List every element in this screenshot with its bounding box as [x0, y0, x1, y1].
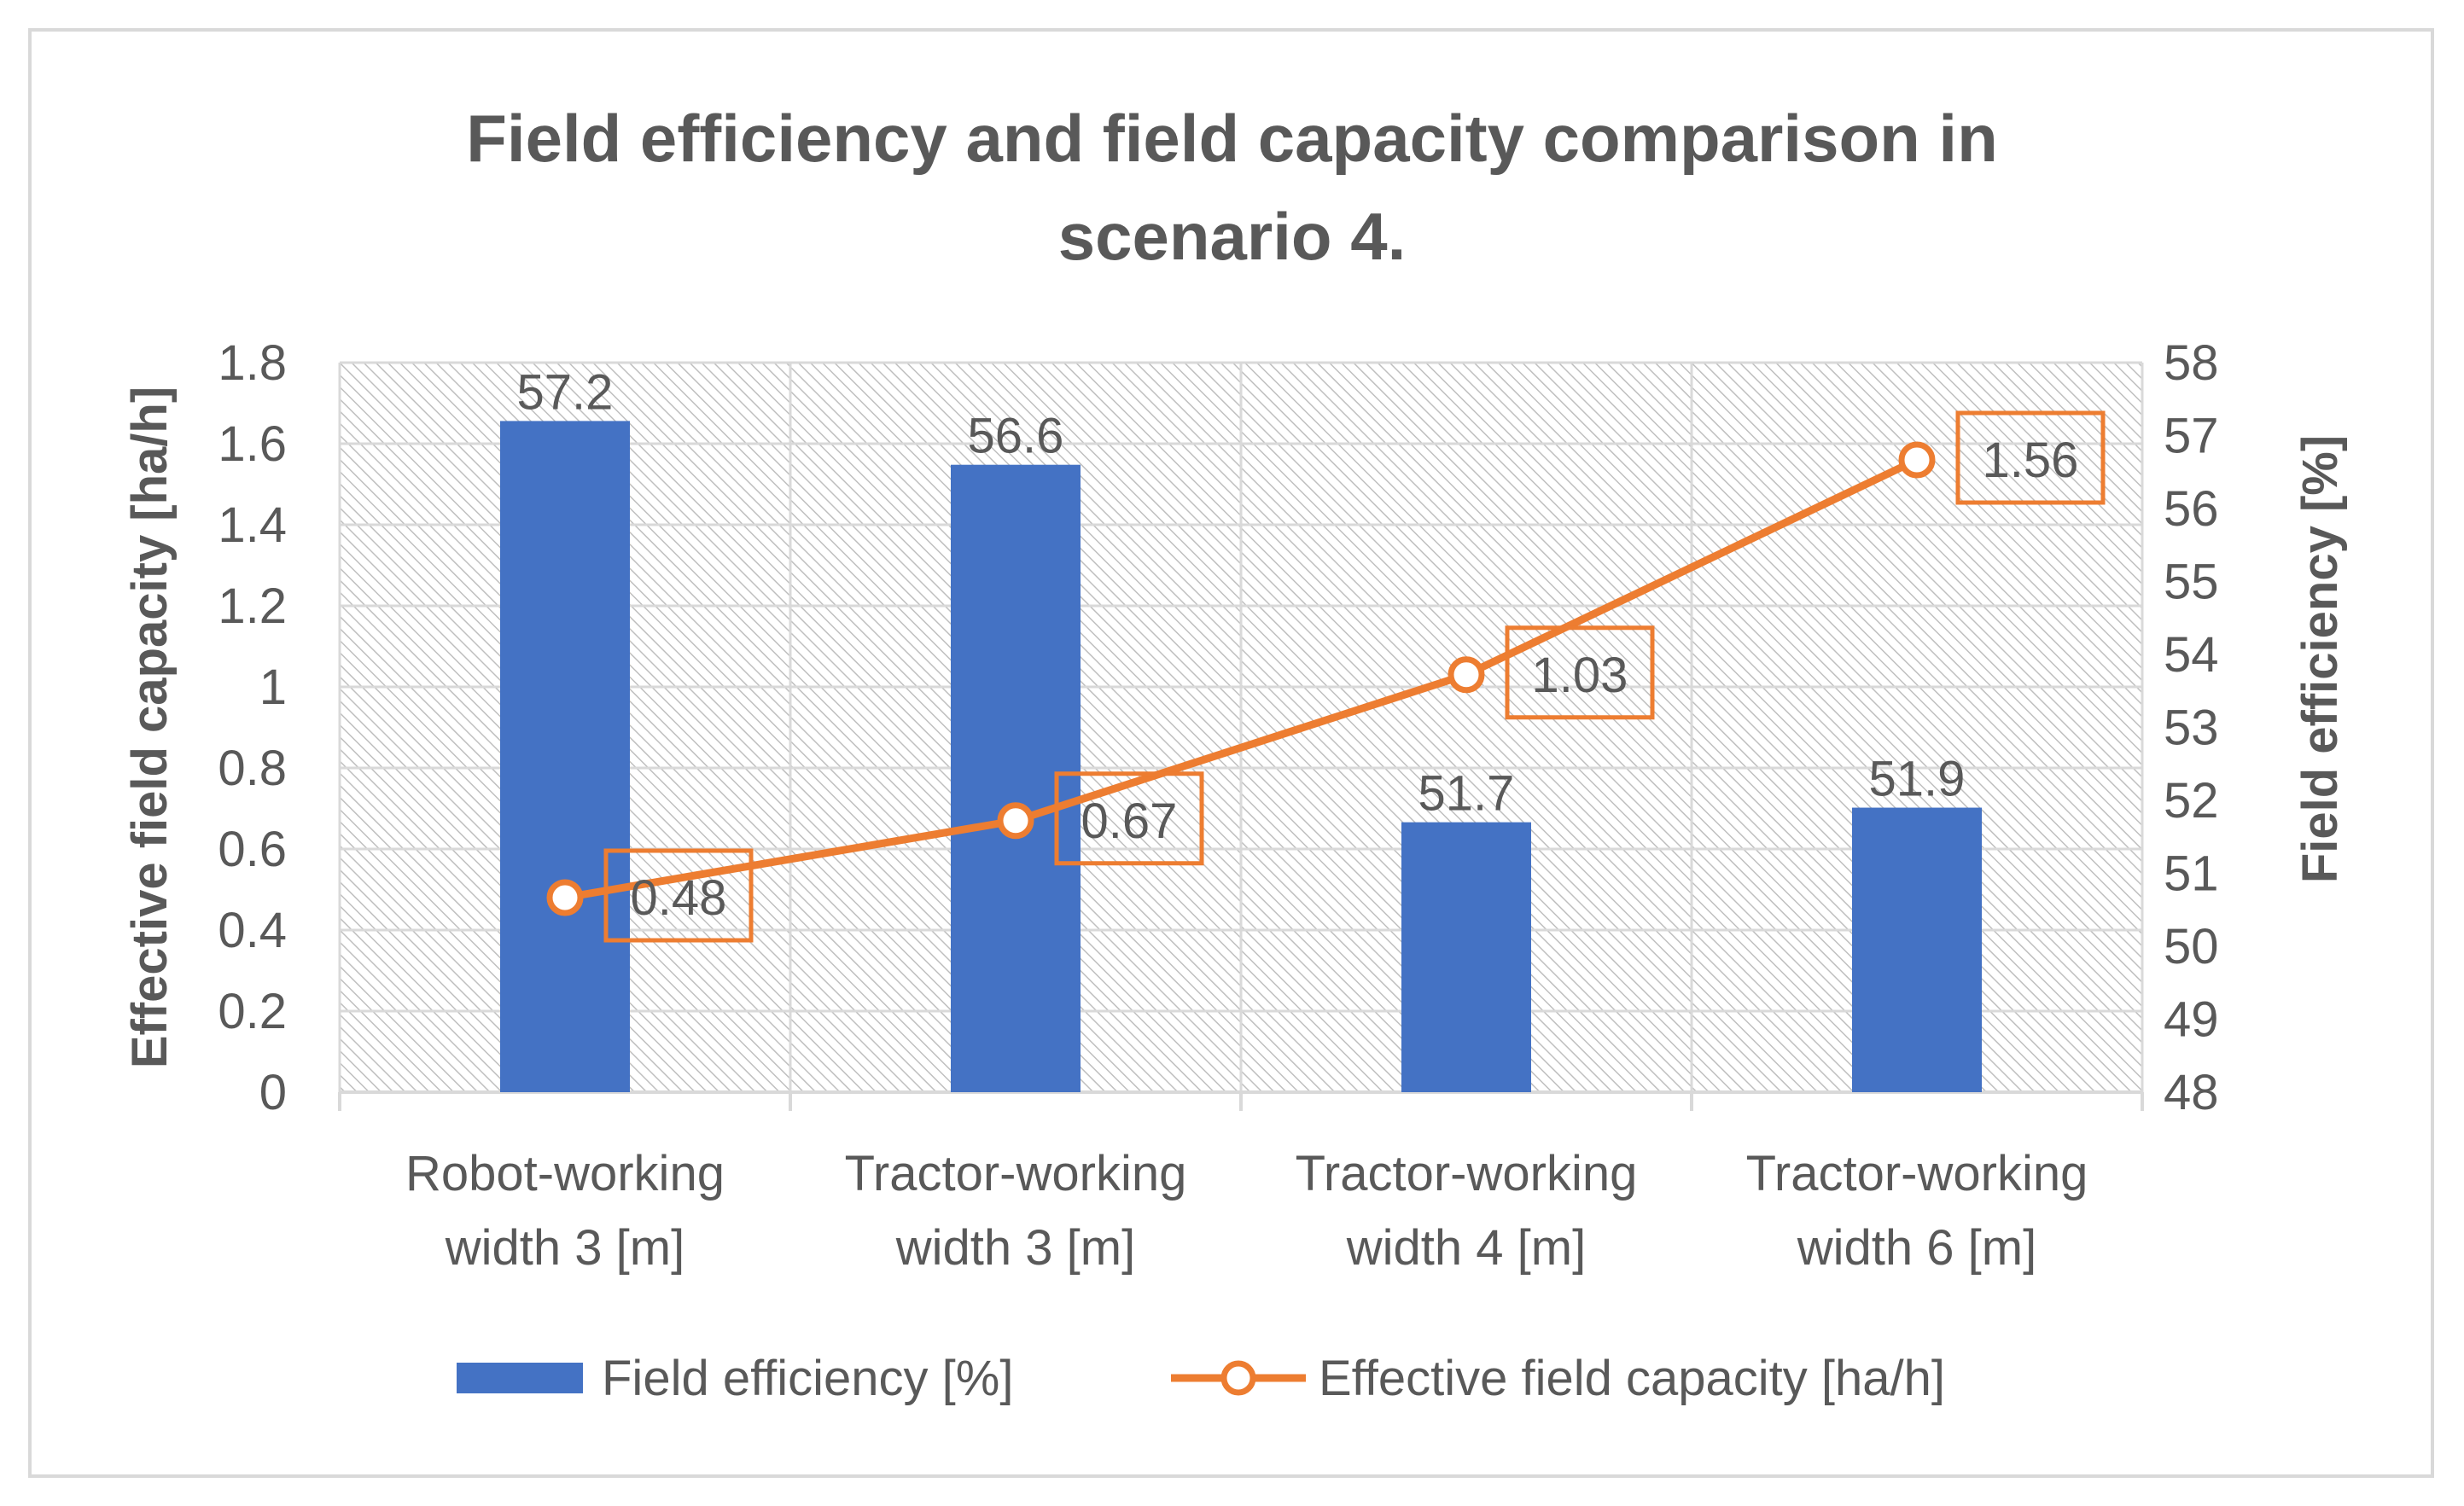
y-right-tick-label: 52 — [2164, 773, 2219, 829]
y-left-tick-label: 0.2 — [218, 984, 287, 1039]
line-data-label: 0.67 — [1081, 794, 1178, 849]
chart-title: Field efficiency and field capacity comp… — [0, 90, 2464, 286]
y-left-tick-label: 1.8 — [218, 335, 287, 391]
line-marker — [997, 802, 1034, 840]
y-right-tick-label: 49 — [2164, 992, 2219, 1048]
bar — [500, 421, 630, 1092]
x-tick-label: width 3 [m] — [895, 1220, 1135, 1276]
y-right-tick-label: 56 — [2164, 481, 2219, 537]
y-left-tick-label: 1.2 — [218, 579, 287, 634]
chart-title-line-1: Field efficiency and field capacity comp… — [466, 101, 1998, 176]
y-left-tick-label: 0.8 — [218, 741, 287, 796]
chart-title-line-2: scenario 4. — [1057, 199, 1407, 274]
line-series — [564, 456, 1919, 902]
y-right-tick-label: 58 — [2164, 335, 2219, 391]
bar-data-label: 51.7 — [1418, 766, 1515, 822]
y-right-tick-label: 55 — [2164, 555, 2219, 610]
x-tick-label: Tractor-working — [845, 1146, 1187, 1201]
y-left-axis-title: Effective field capacity [ha/h] — [122, 387, 178, 1068]
line-data-label: 0.48 — [631, 870, 727, 926]
x-tick-label: Robot-working — [405, 1146, 725, 1201]
y-right-tick-label: 54 — [2164, 627, 2219, 683]
y-left-tick-label: 1.6 — [218, 416, 287, 472]
bar-data-label: 56.6 — [968, 409, 1064, 464]
x-tick-label: width 6 [m] — [1797, 1220, 2036, 1276]
y-right-axis-title: Field efficiency [%] — [2292, 435, 2348, 883]
y-left-tick-label: 0.4 — [218, 903, 287, 958]
line-marker — [1898, 441, 1936, 479]
y-right-tick-label: 50 — [2164, 919, 2219, 974]
y-right-tick-label: 53 — [2164, 701, 2219, 756]
y-left-tick-label: 1 — [259, 660, 287, 715]
line-data-label-box — [603, 848, 754, 943]
bar — [951, 464, 1081, 1092]
line-marker — [546, 879, 584, 916]
line-marker — [1448, 656, 1485, 694]
y-right-tick-label: 51 — [2164, 846, 2219, 902]
y-right-tick-label: 48 — [2164, 1065, 2219, 1120]
y-left-tick-label: 1.4 — [218, 497, 287, 553]
legend-swatch-marker — [1220, 1360, 1256, 1396]
x-tick-label: width 4 [m] — [1346, 1220, 1586, 1276]
line-data-label: 1.03 — [1532, 648, 1628, 703]
y-left-tick-label: 0 — [259, 1065, 287, 1120]
bar-data-label: 57.2 — [517, 364, 614, 420]
y-right-tick-label: 57 — [2164, 409, 2219, 464]
line-data-label-box — [1955, 410, 2106, 505]
bar-data-label: 51.9 — [1869, 752, 1966, 807]
bar — [1401, 822, 1531, 1092]
x-tick-label: Tractor-working — [1746, 1146, 2088, 1201]
legend-label-line: Effective field capacity [ha/h] — [1319, 1351, 1945, 1406]
line-data-label-box — [1505, 625, 1655, 720]
x-tick-label: Tractor-working — [1296, 1146, 1638, 1201]
y-left-tick-label: 0.6 — [218, 822, 287, 877]
legend-label-bar: Field efficiency [%] — [602, 1351, 1013, 1406]
x-tick-label: width 3 [m] — [445, 1220, 684, 1276]
line-data-label-box — [1054, 771, 1204, 866]
line-data-label: 1.56 — [1983, 433, 2079, 488]
legend-swatch-bar — [457, 1363, 583, 1393]
bar — [1852, 807, 1982, 1092]
